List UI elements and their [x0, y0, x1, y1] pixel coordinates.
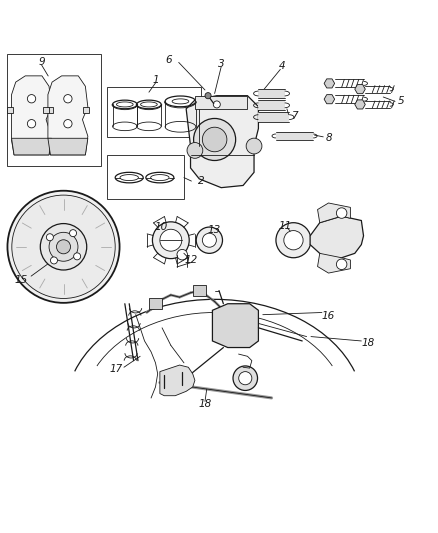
Text: 13: 13 [208, 225, 221, 235]
Polygon shape [258, 112, 289, 122]
Circle shape [284, 231, 303, 250]
Polygon shape [11, 76, 52, 155]
Circle shape [187, 142, 203, 158]
Circle shape [27, 119, 36, 128]
Polygon shape [258, 101, 285, 110]
Text: 6: 6 [165, 55, 172, 65]
Circle shape [50, 257, 57, 264]
Circle shape [336, 259, 347, 270]
Circle shape [64, 94, 72, 103]
Polygon shape [186, 96, 258, 188]
Circle shape [194, 118, 236, 160]
Bar [149, 298, 162, 309]
Circle shape [177, 249, 187, 260]
Bar [7, 54, 101, 166]
Circle shape [7, 191, 120, 303]
Bar [107, 87, 201, 138]
Bar [43, 107, 49, 114]
Polygon shape [324, 95, 335, 104]
Circle shape [49, 232, 78, 261]
Polygon shape [318, 203, 350, 223]
Circle shape [27, 94, 36, 103]
Bar [46, 107, 53, 114]
Text: 11: 11 [278, 221, 291, 231]
Polygon shape [48, 138, 88, 155]
Circle shape [336, 208, 347, 219]
Circle shape [202, 233, 216, 247]
Text: 16: 16 [322, 311, 335, 321]
Text: 12: 12 [184, 255, 198, 265]
Polygon shape [11, 138, 52, 155]
Polygon shape [48, 76, 88, 155]
Text: 15: 15 [14, 274, 28, 285]
Circle shape [152, 222, 189, 259]
Text: 4: 4 [279, 61, 286, 71]
Circle shape [239, 372, 252, 385]
Polygon shape [355, 100, 365, 109]
Text: 8: 8 [326, 133, 333, 143]
Text: 17: 17 [110, 365, 123, 374]
Circle shape [64, 119, 72, 128]
Polygon shape [318, 253, 350, 273]
Bar [193, 285, 206, 296]
Bar [107, 155, 184, 199]
Text: 10: 10 [155, 222, 168, 232]
Polygon shape [258, 88, 285, 98]
Circle shape [46, 234, 53, 241]
Circle shape [246, 138, 262, 154]
Circle shape [276, 223, 311, 258]
Text: 1: 1 [152, 75, 159, 85]
Circle shape [70, 230, 77, 237]
Polygon shape [212, 304, 258, 348]
Circle shape [213, 101, 220, 108]
Circle shape [205, 93, 211, 99]
Polygon shape [195, 96, 247, 109]
Circle shape [40, 223, 87, 270]
Text: 7: 7 [291, 111, 298, 122]
Text: 3: 3 [218, 59, 225, 69]
Circle shape [12, 195, 115, 298]
Text: 2: 2 [198, 176, 205, 186]
Circle shape [57, 240, 71, 254]
Bar [83, 107, 89, 114]
Circle shape [202, 127, 227, 152]
Text: 9: 9 [38, 57, 45, 67]
Polygon shape [276, 132, 313, 140]
Bar [7, 107, 13, 114]
Circle shape [233, 366, 258, 391]
Text: 18: 18 [361, 338, 374, 348]
Circle shape [196, 227, 223, 253]
Circle shape [160, 229, 182, 251]
Text: 18: 18 [198, 399, 212, 409]
Circle shape [74, 253, 81, 260]
Polygon shape [310, 216, 364, 260]
Text: 5: 5 [398, 96, 405, 107]
Polygon shape [324, 79, 335, 88]
Polygon shape [355, 85, 365, 94]
Polygon shape [160, 365, 195, 395]
